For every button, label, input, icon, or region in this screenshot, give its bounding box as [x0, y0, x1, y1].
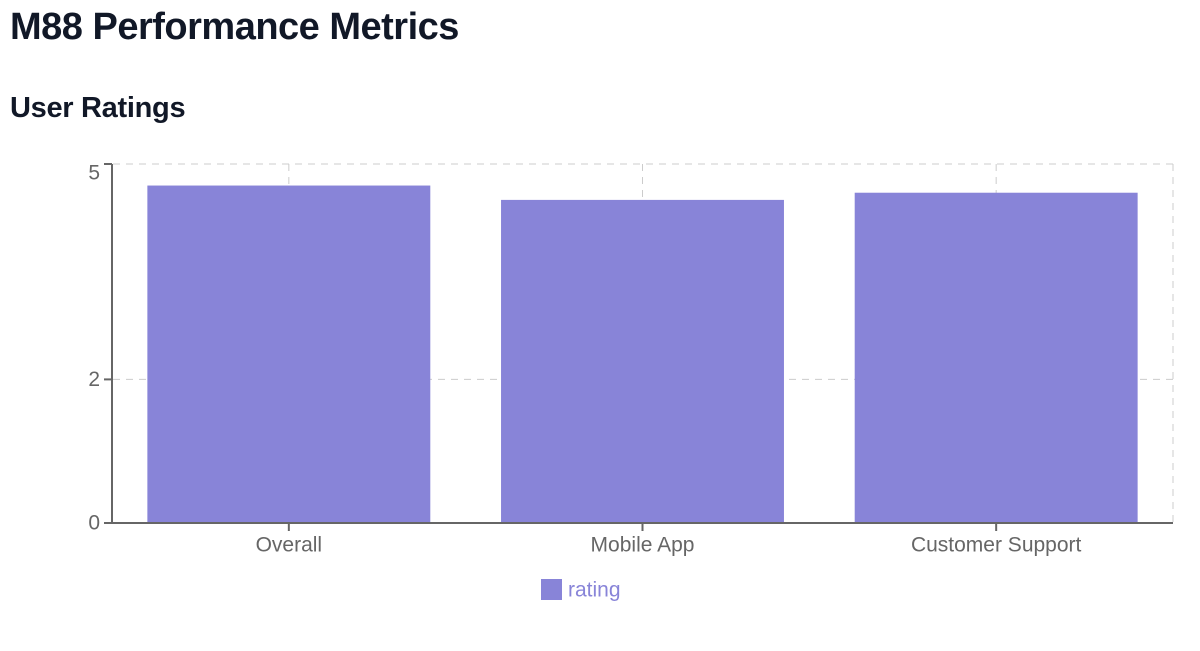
bar-customer-support[interactable]: [854, 192, 1138, 523]
y-axis-label: 5: [88, 162, 100, 185]
legend-item[interactable]: rating: [541, 579, 621, 602]
bar-mobile-app[interactable]: [501, 199, 784, 523]
legend-square-swatch-icon: [541, 579, 562, 600]
legend-label: rating: [568, 579, 621, 602]
x-axis-label-overall: Overall: [256, 534, 323, 557]
x-axis-label-mobile-app: Mobile App: [591, 534, 695, 557]
y-axis-label: 2: [88, 368, 100, 391]
y-axis-label: 0: [88, 512, 100, 535]
x-axis-label-customer-support: Customer Support: [911, 534, 1082, 557]
bar-overall[interactable]: [147, 185, 431, 524]
chart-title: User Ratings: [10, 92, 186, 124]
page-title: M88 Performance Metrics: [10, 6, 459, 48]
